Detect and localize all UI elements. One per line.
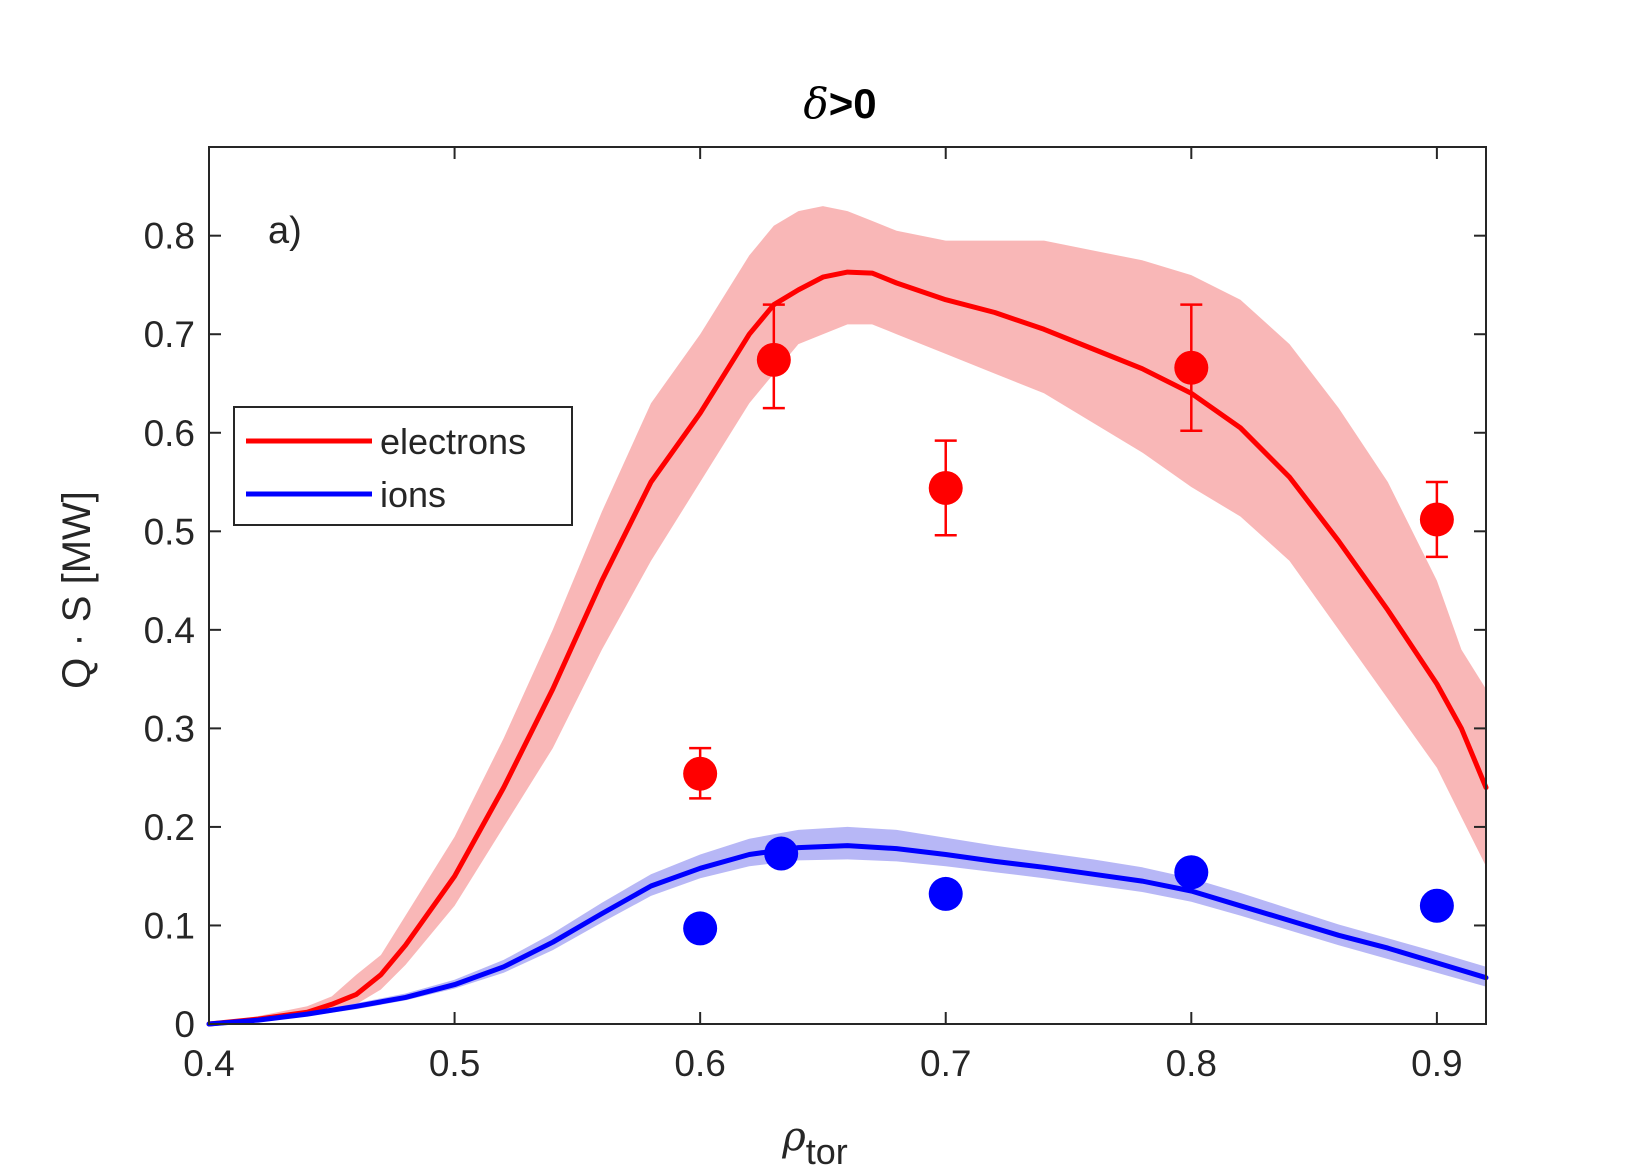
legend: electrons ions: [233, 406, 573, 526]
y-tick-label: 0.6: [144, 413, 195, 454]
y-tick-label: 0: [174, 1004, 195, 1045]
electrons-data-point: [1174, 350, 1209, 385]
series-lines: [206, 269, 1489, 1027]
x-axis-label: ρtor: [781, 1114, 848, 1172]
x-tick-label: 0.5: [429, 1043, 480, 1084]
ions-data-point: [1174, 855, 1209, 890]
y-tick-label: 0.8: [144, 216, 195, 257]
y-tick-label: 0.4: [144, 610, 195, 651]
legend-box: [233, 406, 573, 526]
y-tick-label: 0.3: [144, 708, 195, 749]
y-tick-label: 0.1: [144, 905, 195, 946]
axis-ticks: 0.4 0.5 0.6 0.7 0.8 0.9 0 0.1 0.2 0.3 0.4 0.5 0.6 0.7…: [144, 147, 1486, 1084]
x-tick-label: 0.9: [1411, 1043, 1462, 1084]
electrons-data-point: [756, 342, 791, 377]
electrons-data-point: [1419, 502, 1454, 537]
ions-band: [209, 826, 1486, 1024]
electrons-data-point: [928, 470, 963, 505]
legend-electrons-label: electrons: [380, 421, 526, 462]
electrons-band: [209, 206, 1486, 1025]
ions-data-point: [928, 876, 963, 911]
panel-label: a): [268, 210, 302, 252]
ions-line: [206, 843, 1489, 1027]
axes-box: [208, 146, 1487, 1025]
x-tick-label: 0.7: [920, 1043, 971, 1084]
electrons-line: [206, 269, 1489, 1027]
chart-title: δ>0: [803, 79, 876, 128]
uncertainty-bands: [209, 206, 1486, 1025]
x-tick-label: 0.4: [183, 1043, 234, 1084]
y-tick-label: 0.5: [144, 511, 195, 552]
x-tick-label: 0.8: [1166, 1043, 1217, 1084]
electrons-data-point: [683, 756, 718, 791]
y-axis-label: Q · S [MW]: [55, 491, 99, 689]
y-tick-label: 0.2: [144, 807, 195, 848]
ions-data-point: [1419, 888, 1454, 923]
x-tick-label: 0.6: [674, 1043, 725, 1084]
legend-ions-label: ions: [380, 474, 446, 515]
ions-data-point: [683, 911, 718, 946]
ions-data-point: [764, 836, 799, 871]
y-tick-label: 0.7: [144, 314, 195, 355]
data-points: [683, 303, 1454, 946]
